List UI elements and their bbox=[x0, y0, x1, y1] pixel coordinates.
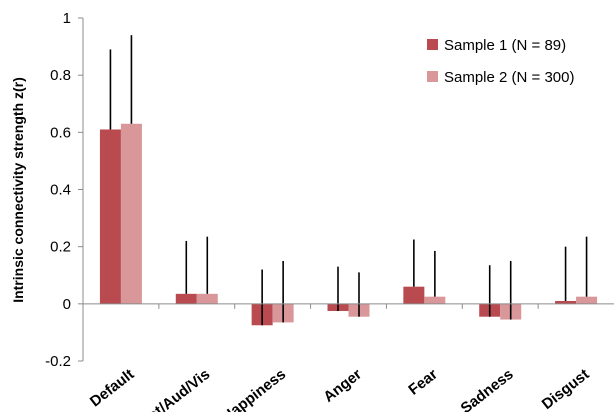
legend-label: Sample 1 (N = 89) bbox=[444, 37, 566, 54]
legend: Sample 1 (N = 89) Sample 2 (N = 300) bbox=[427, 37, 574, 86]
bar-1 bbox=[175, 293, 197, 304]
bar-2 bbox=[576, 296, 598, 304]
bar-1 bbox=[99, 129, 121, 304]
bar-2 bbox=[424, 296, 446, 304]
legend-label: Sample 2 (N = 300) bbox=[444, 69, 574, 86]
legend-swatch bbox=[427, 39, 438, 50]
y-tick-label: 0.2 bbox=[50, 239, 71, 256]
y-tick-label: 0.4 bbox=[50, 182, 71, 199]
y-axis-title: Intrinsic connectivity strength z(r) bbox=[10, 77, 26, 303]
y-tick-label: 0.6 bbox=[50, 124, 71, 141]
y-tick-label: -0.2 bbox=[45, 353, 71, 370]
bar-2 bbox=[196, 293, 218, 304]
category-label: Default bbox=[87, 366, 138, 411]
category-label: Fear bbox=[405, 366, 441, 399]
y-axis: -0.2 0 0.2 0.4 0.6 0.8 1 bbox=[45, 10, 84, 370]
bar-2 bbox=[120, 123, 142, 304]
y-tick-label: 0.8 bbox=[50, 67, 71, 84]
bar-1 bbox=[555, 300, 577, 304]
plot-area bbox=[99, 35, 598, 326]
legend-swatch bbox=[427, 71, 438, 82]
category-label: Anger bbox=[320, 366, 365, 406]
bar-1 bbox=[403, 286, 425, 304]
y-tick-label: 0 bbox=[63, 296, 71, 313]
category-label: Disgust bbox=[539, 366, 593, 412]
y-tick-label: 1 bbox=[63, 10, 71, 27]
category-label: Sadness bbox=[458, 366, 517, 412]
category-label: Mot/Aud/Vis bbox=[135, 366, 214, 412]
category-label: Happiness bbox=[219, 366, 289, 412]
